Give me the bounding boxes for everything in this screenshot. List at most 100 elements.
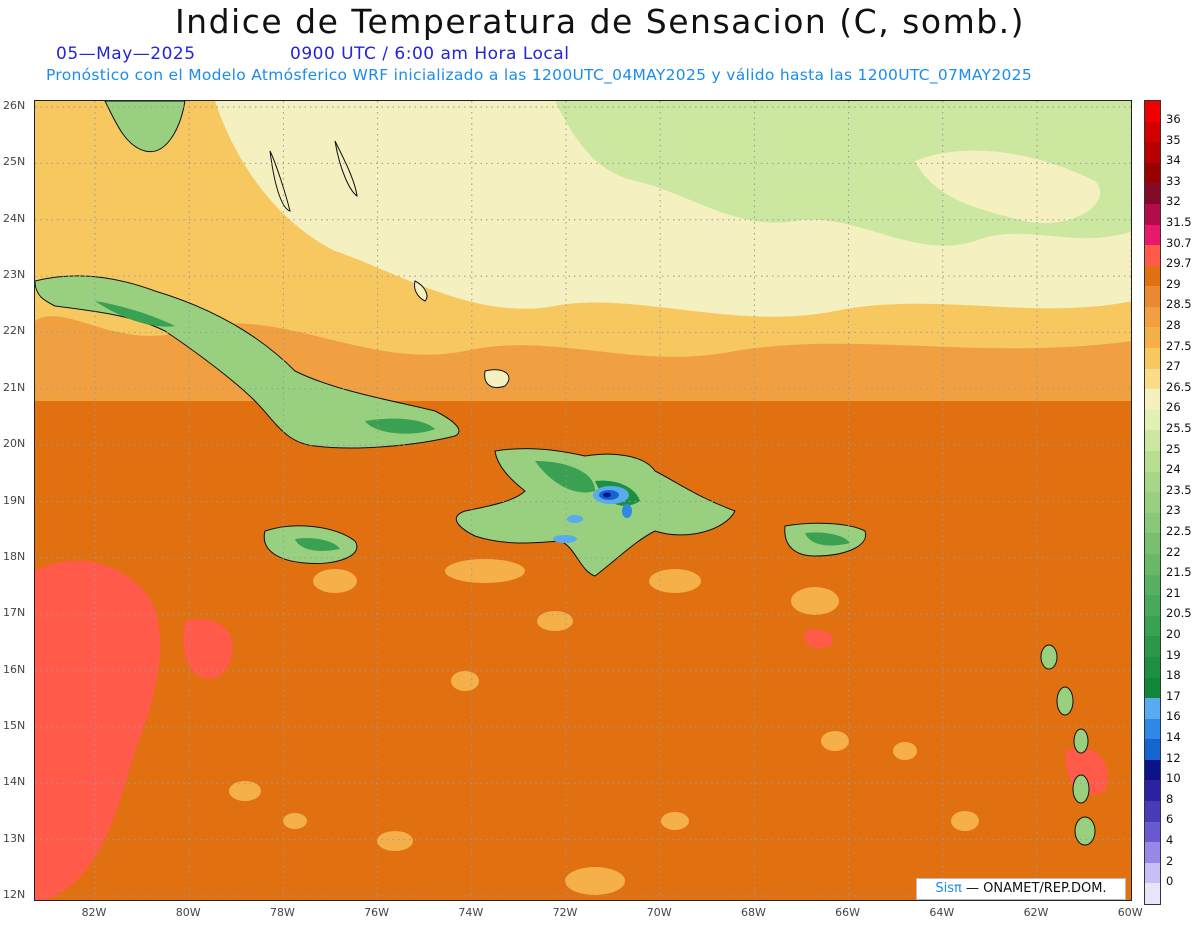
colorbar-label: 23 [1166,503,1181,518]
lat-tick-label: 25N [3,155,26,169]
colorbar-swatch [1145,718,1160,740]
colorbar-label: 6 [1166,812,1174,827]
lat-tick-label: 12N [3,888,26,901]
colorbar-swatch [1145,471,1160,493]
colorbar-label: 30.7 [1166,235,1192,250]
colorbar-swatch [1145,862,1160,884]
colorbar-swatch [1145,698,1160,720]
field-scatter-blobs [229,559,979,895]
field-cold-spot-3 [553,535,577,543]
credit-prefix: Sisπ [935,881,962,896]
colorbar-swatch [1145,162,1160,184]
lat-tick-label: 15N [3,718,26,732]
date-label: 05—May—2025 [56,44,196,64]
colorbar-swatch [1145,636,1160,658]
colorbar-label: 31.5 [1166,215,1192,229]
time-label: 0900 UTC / 6:00 am Hora Local [290,44,570,64]
colorbar-swatch [1145,492,1160,514]
field-patch-26 [915,150,1101,223]
colorbar-label: 29 [1166,276,1181,291]
colorbar-swatch [1145,615,1160,637]
colorbar-swatch [1145,759,1160,781]
colorbar-label: 23.5 [1166,482,1192,497]
colorbar-swatch [1145,677,1160,699]
colorbar-swatch [1145,595,1160,617]
land-bahamas [269,140,510,388]
field-cold-spot-2 [567,515,583,523]
colorbar-swatch [1145,801,1160,823]
colorbar-swatch [1145,286,1160,308]
colorbar-label: 25.5 [1166,421,1192,435]
colorbar [1144,100,1161,905]
colorbar-swatch [1145,430,1160,452]
colorbar-label: 20.5 [1166,606,1192,621]
colorbar-label: 21.5 [1166,565,1192,580]
colorbar-swatch [1145,389,1160,411]
colorbar-label: 10 [1166,771,1181,786]
colorbar-label: 27.5 [1166,338,1192,353]
lon-tick-label: 78W [269,906,295,919]
lat-tick-label: 20N [3,437,26,451]
colorbar-swatch [1145,409,1160,431]
colorbar-label: 18 [1166,668,1181,683]
lat-tick-label: 19N [3,493,26,507]
colorbar-swatch [1145,265,1160,287]
colorbar-label: 4 [1166,833,1174,847]
colorbar-label: 28.5 [1166,297,1192,312]
lon-tick-label: 72W [552,906,578,919]
colorbar-label: 17 [1166,688,1181,703]
colorbar-label: 16 [1166,709,1181,724]
colorbar-label: 33 [1166,173,1181,188]
colorbar-label: 19 [1166,647,1181,662]
colorbar-swatch [1145,883,1160,905]
colorbar-swatch [1145,245,1160,267]
lon-tick-label: 74W [458,906,484,919]
colorbar-swatch [1145,101,1160,123]
land-hispaniola [455,448,736,577]
colorbar-swatch [1145,368,1160,390]
colorbar-label: 36 [1166,112,1181,126]
lat-tick-label: 16N [3,662,26,676]
lat-tick-label: 23N [3,268,26,282]
colorbar-label: 34 [1166,153,1181,168]
colorbar-label: 14 [1166,730,1181,744]
colorbar-swatch [1145,512,1160,534]
lon-tick-label: 66W [835,906,861,919]
lon-tick-label: 70W [646,906,672,919]
lon-tick-label: 76W [364,906,390,919]
colorbar-swatch [1145,656,1160,678]
colorbar-label: 22.5 [1166,524,1192,538]
colorbar-swatch [1145,306,1160,328]
land-lesser-antilles [1040,644,1096,846]
colorbar-swatch [1145,142,1160,164]
colorbar-label: 20 [1166,627,1181,641]
colorbar-swatch [1145,574,1160,596]
map-grid [35,101,1131,900]
colorbar-label: 12 [1166,750,1181,765]
lon-tick-label: 68W [740,906,766,919]
field-patch-hot-west [35,560,161,900]
lat-tick-label: 18N [3,549,26,563]
source-credit: Sisπ — ONAMET/REP.DOM. [916,878,1126,900]
colorbar-label: 35 [1166,132,1181,147]
lat-tick-label: 26N [3,99,26,112]
colorbar-swatch [1145,553,1160,576]
lon-tick-label: 80W [175,906,201,919]
colorbar-swatch [1145,533,1160,555]
lon-tick-label: 64W [929,906,955,919]
map-panel [34,100,1132,901]
colorbar-label: 28 [1166,318,1181,332]
colorbar-swatch [1145,327,1160,349]
lon-tick-label: 62W [1023,906,1049,919]
colorbar-swatch [1145,780,1160,802]
field-patch-hot-2 [183,619,233,679]
colorbar-swatch [1145,451,1160,473]
temperature-field-map [35,101,1131,900]
colorbar-label: 32 [1166,194,1181,209]
colorbar-label: 25 [1166,441,1181,456]
colorbar-label: 21 [1166,585,1181,600]
colorbar-swatch [1145,121,1160,143]
colorbar-label: 29.7 [1166,256,1192,271]
colorbar-label: 24 [1166,462,1181,477]
credit-suffix: — ONAMET/REP.DOM. [966,881,1107,896]
